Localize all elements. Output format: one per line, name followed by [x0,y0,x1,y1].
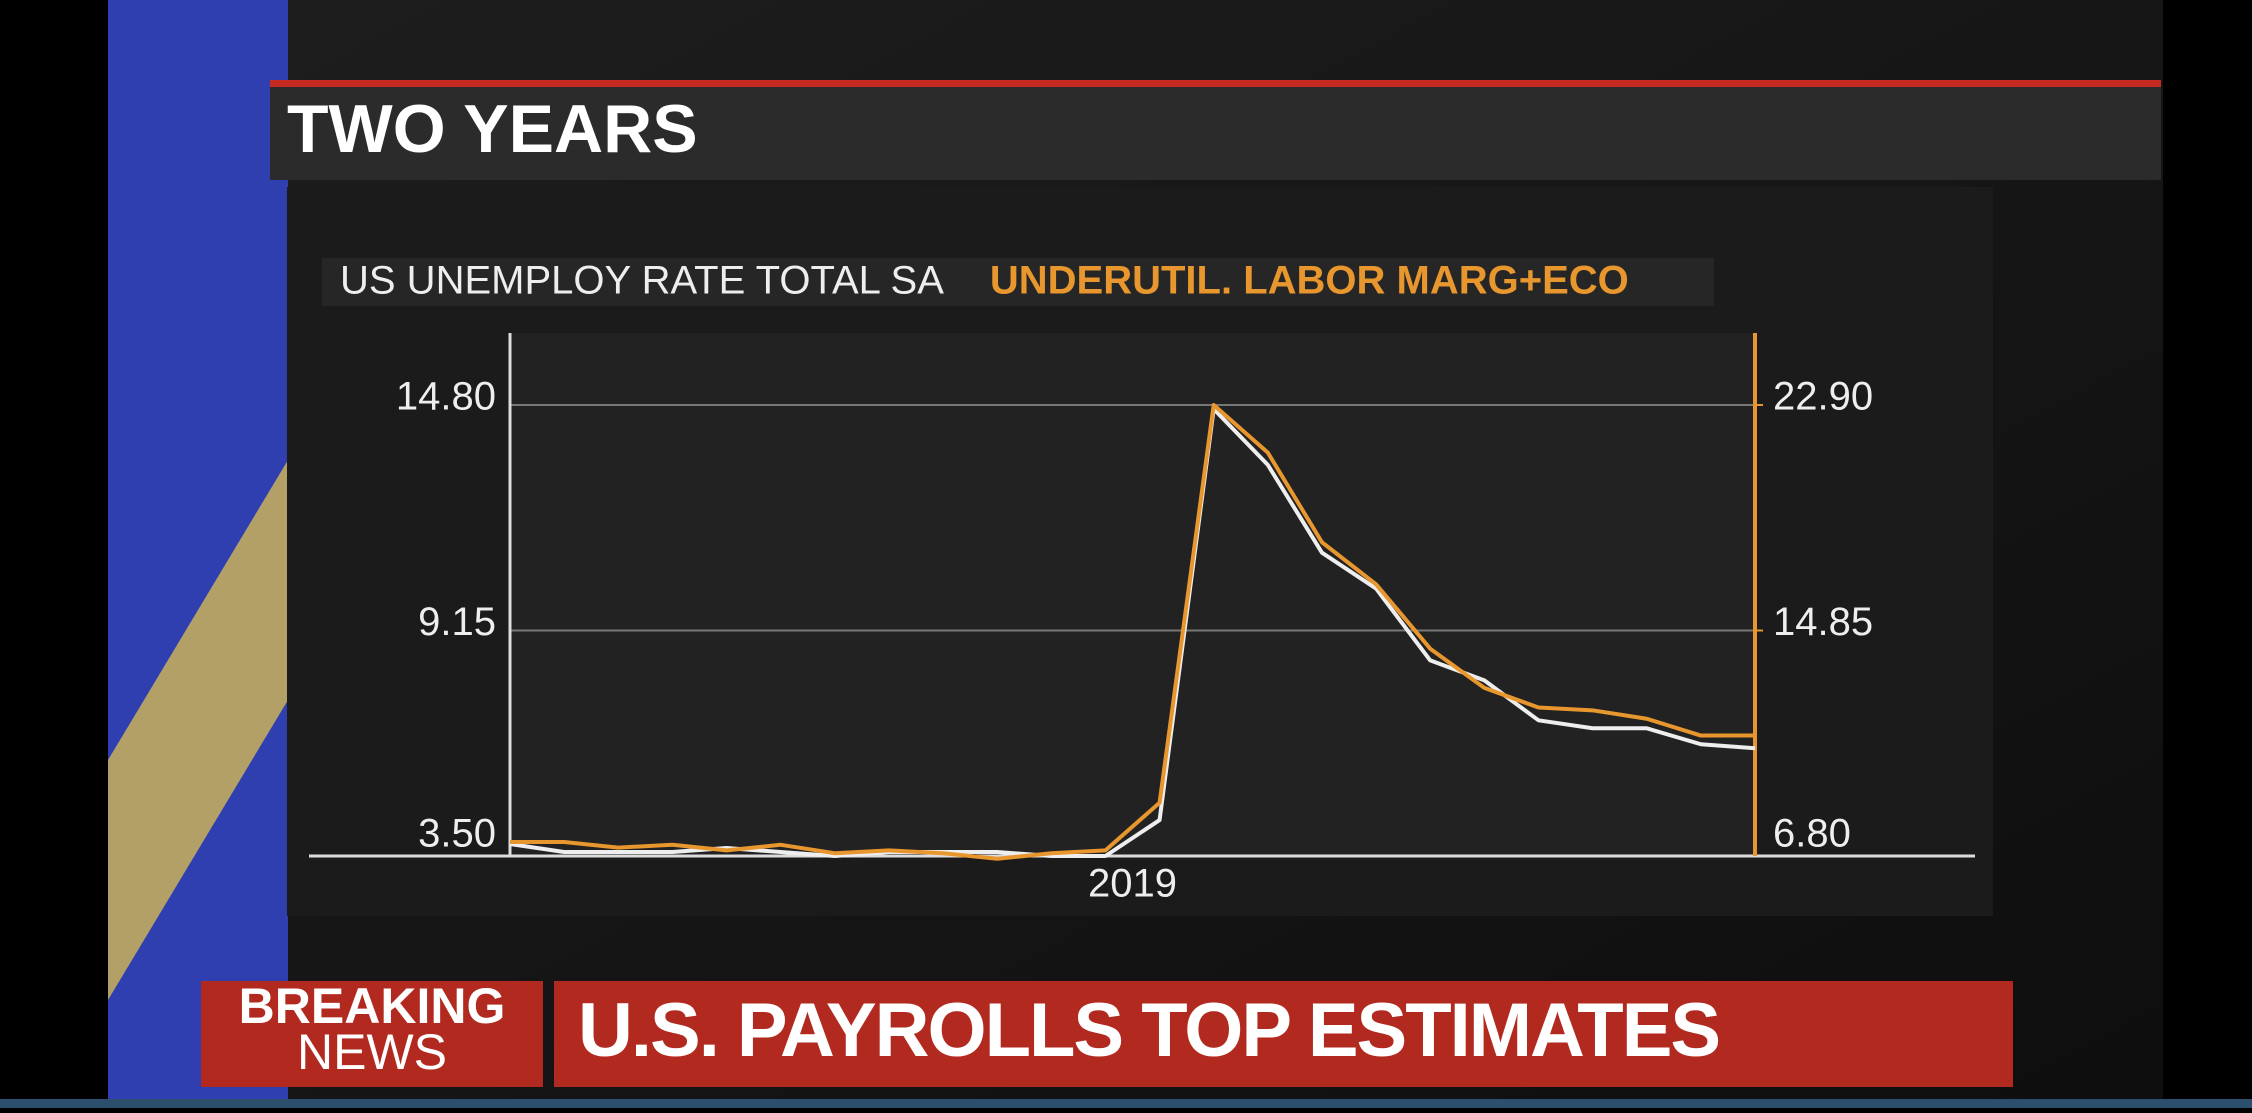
legend-label: US UNEMPLOY RATE TOTAL SA [340,259,944,303]
y-tick-label: 14.80 [396,375,496,419]
side-stripe [108,460,288,1000]
headline: U.S. PAYROLLS TOP ESTIMATES [578,988,1719,1073]
tag-line: NEWS [297,1024,447,1080]
title-rule [270,80,2161,87]
y2-tick-label: 14.85 [1773,600,1873,644]
tag-line: BREAKING [239,978,506,1034]
x-tick-label: 2019 [1088,862,1177,906]
breaking-tag [201,981,543,1087]
headline-bar [554,981,2013,1087]
legend-label: UNDERUTIL. LABOR MARG+ECO [990,259,1629,303]
y2-tick-label: 6.80 [1773,812,1851,856]
legend-box [322,258,1714,306]
y2-tick-label: 22.90 [1773,375,1873,419]
series-line [510,403,1755,861]
title: TWO YEARS [287,91,698,167]
plot-area [510,333,1755,856]
y-tick-label: 9.15 [418,600,496,644]
bottom-strip [0,1099,2252,1108]
y-tick-label: 3.50 [418,812,496,856]
chart: US UNEMPLOY RATE TOTAL SA UNDERUTIL. LABO… [309,259,1975,906]
title-bar [270,80,2161,180]
